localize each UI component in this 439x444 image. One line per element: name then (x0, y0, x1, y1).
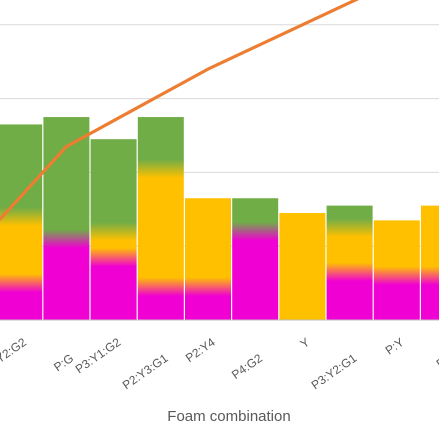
bar-p2-y4 (185, 198, 231, 320)
bar-p-g (43, 117, 90, 320)
cumulative-line (0, 0, 360, 221)
x-tick-label: P2:Y4 (183, 335, 218, 365)
bar-y (279, 212, 326, 320)
x-tick-label: P:G (51, 351, 76, 374)
bar-p3-y2-g1 (326, 205, 373, 320)
bar-p2-y3-g1 (137, 117, 184, 320)
x-tick-label: Y2:G2 (0, 335, 29, 366)
cumulative-line-layer (0, 0, 360, 221)
x-tick-label: Y (298, 335, 313, 351)
bar-y2-g2 (0, 124, 43, 321)
x-axis-title: Foam combination (167, 408, 290, 425)
bar-p4 (421, 205, 439, 320)
x-tick-label: P4 (434, 351, 439, 371)
x-tick-label: P3:Y1:G2 (73, 335, 124, 376)
x-tick-label: P3:Y2:G1 (309, 351, 360, 392)
bar-p3-y1-g2 (90, 139, 137, 320)
bars (0, 117, 439, 321)
x-tick-label: P:Y (383, 335, 407, 358)
bar-p-y (373, 220, 420, 320)
x-tick-label: P2:Y3:G1 (120, 351, 171, 392)
x-tick-label: P4:G2 (229, 351, 265, 382)
bar-p4-g2 (232, 198, 279, 320)
